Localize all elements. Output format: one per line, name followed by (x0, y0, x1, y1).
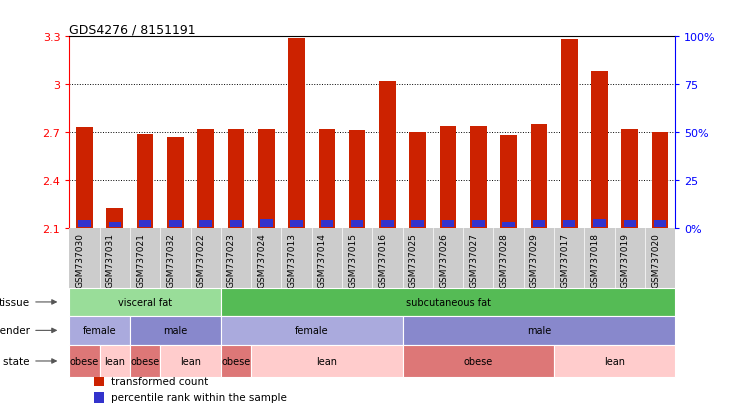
Bar (221, 288, 675, 316)
Bar (109, 223, 121, 227)
Text: lean: lean (180, 356, 201, 366)
Bar (161, 345, 221, 377)
Bar (531, 125, 548, 228)
Bar (593, 219, 606, 227)
Text: obese: obese (131, 356, 160, 366)
Text: male: male (164, 325, 188, 335)
Bar (470, 126, 487, 228)
Bar (351, 221, 364, 227)
Text: GSM737020: GSM737020 (651, 233, 660, 287)
Text: GSM737013: GSM737013 (288, 233, 296, 288)
Bar (221, 316, 403, 345)
Text: visceral fat: visceral fat (118, 297, 172, 307)
Bar (652, 133, 669, 228)
Text: lean: lean (604, 356, 625, 366)
Bar (221, 345, 251, 377)
Bar (502, 223, 515, 227)
Text: disease state: disease state (0, 356, 30, 366)
Text: GSM737028: GSM737028 (499, 233, 509, 287)
Bar (69, 316, 130, 345)
Text: GSM737024: GSM737024 (257, 233, 266, 287)
Bar (439, 126, 456, 228)
Bar (258, 129, 274, 228)
Text: GSM737014: GSM737014 (318, 233, 327, 287)
Text: GSM737016: GSM737016 (378, 233, 388, 288)
Bar (563, 221, 575, 227)
Text: female: female (82, 325, 117, 335)
Bar (169, 221, 182, 227)
Bar (228, 129, 245, 228)
Bar (381, 221, 393, 227)
Text: obese: obese (221, 356, 250, 366)
Text: lean: lean (316, 356, 337, 366)
Text: GSM737018: GSM737018 (591, 233, 599, 288)
Bar (412, 221, 424, 227)
Text: GSM737029: GSM737029 (530, 233, 539, 287)
Bar (251, 345, 403, 377)
Bar (139, 221, 151, 227)
Bar (623, 221, 636, 227)
Bar (318, 129, 335, 228)
Bar (76, 128, 93, 228)
Text: transformed count: transformed count (110, 376, 208, 386)
Bar (93, 392, 104, 403)
Bar (320, 221, 333, 227)
Text: GSM737019: GSM737019 (620, 233, 630, 288)
Bar (69, 288, 221, 316)
Bar (260, 219, 272, 227)
Text: obese: obese (464, 356, 493, 366)
Text: lean: lean (104, 356, 126, 366)
Text: GSM737023: GSM737023 (227, 233, 236, 287)
Text: GSM737032: GSM737032 (166, 233, 175, 287)
Bar (621, 129, 638, 228)
Text: tissue: tissue (0, 297, 30, 307)
Text: obese: obese (70, 356, 99, 366)
Bar (99, 345, 130, 377)
Bar (533, 221, 545, 227)
Bar (403, 345, 554, 377)
Bar (500, 136, 517, 228)
Bar (561, 40, 577, 228)
Text: GSM737027: GSM737027 (469, 233, 478, 287)
Bar (472, 221, 485, 227)
Bar (130, 345, 161, 377)
Bar (442, 221, 454, 227)
Bar (230, 221, 242, 227)
Bar (410, 133, 426, 228)
Text: GSM737017: GSM737017 (560, 233, 569, 288)
Text: GSM737015: GSM737015 (348, 233, 357, 288)
Text: GDS4276 / 8151191: GDS4276 / 8151191 (69, 23, 196, 36)
Text: GSM737031: GSM737031 (106, 233, 115, 288)
Text: male: male (527, 325, 551, 335)
Bar (199, 221, 212, 227)
Bar (197, 129, 214, 228)
Text: GSM737022: GSM737022 (196, 233, 206, 287)
Bar (349, 131, 366, 228)
Text: subcutaneous fat: subcutaneous fat (406, 297, 491, 307)
Bar (167, 138, 184, 228)
Bar (654, 221, 666, 227)
Text: GSM737026: GSM737026 (439, 233, 448, 287)
Text: female: female (295, 325, 328, 335)
Bar (78, 221, 91, 227)
Bar (137, 134, 153, 228)
Bar (69, 345, 99, 377)
Bar (591, 72, 608, 228)
Text: GSM737021: GSM737021 (136, 233, 145, 287)
Bar (403, 316, 675, 345)
Bar (107, 209, 123, 228)
Text: percentile rank within the sample: percentile rank within the sample (110, 392, 286, 402)
Text: GSM737025: GSM737025 (409, 233, 418, 287)
Bar (379, 82, 396, 228)
Bar (554, 345, 675, 377)
Bar (291, 221, 303, 227)
Bar (93, 376, 104, 386)
Bar (288, 39, 305, 228)
Text: gender: gender (0, 325, 30, 335)
Bar (130, 316, 220, 345)
Text: GSM737030: GSM737030 (75, 233, 85, 288)
